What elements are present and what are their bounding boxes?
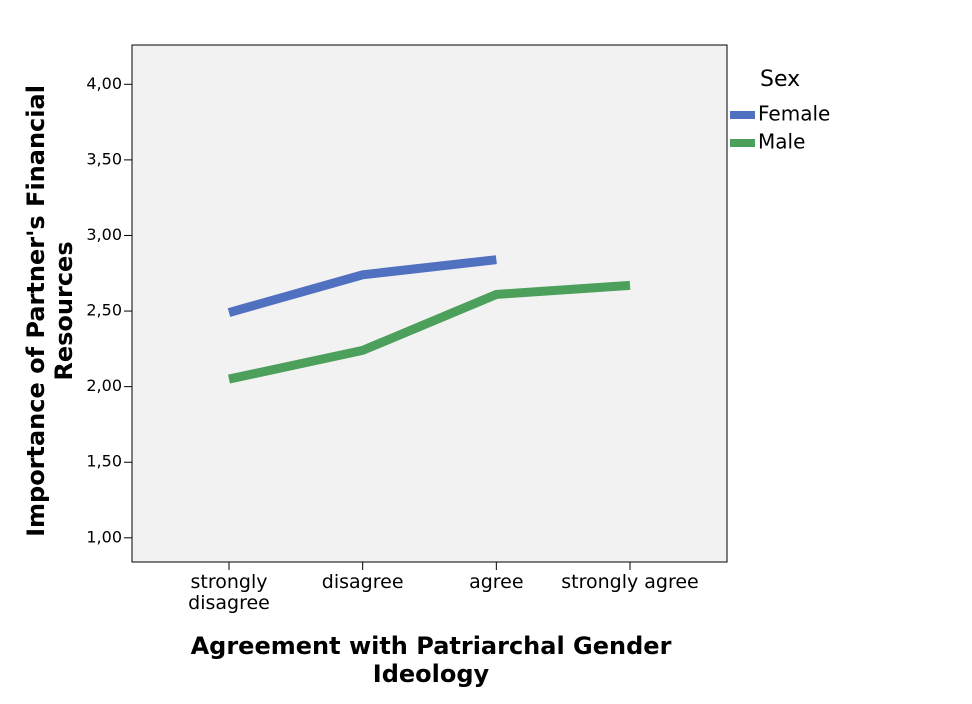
y-tick-label: 2,50 (86, 301, 122, 320)
y-tick-label: 1,50 (86, 452, 122, 471)
x-tick-label: agree (469, 571, 524, 593)
y-tick-label: 3,00 (86, 225, 122, 244)
x-tick-label: disagree (321, 571, 404, 593)
y-tick-label: 1,00 (86, 527, 122, 546)
y-tick-label: 4,00 (86, 74, 122, 93)
series-line (228, 280, 631, 384)
legend-label: Male (758, 130, 805, 154)
y-tick-label: 3,50 (86, 149, 122, 168)
x-tick-label: strongly agree (561, 571, 699, 593)
series-line (227, 255, 497, 317)
y-axis-title: Importance of Partner's Financial Resour… (22, 85, 78, 537)
legend-label: Female (758, 102, 830, 126)
plot-area (131, 44, 728, 563)
y-tick-label: 2,00 (86, 376, 122, 395)
x-axis-title: Agreement with Patriarchal Gender Ideolo… (190, 632, 672, 688)
legend-title: Sex (760, 67, 800, 92)
x-tick-label: strongly disagree (188, 571, 270, 614)
